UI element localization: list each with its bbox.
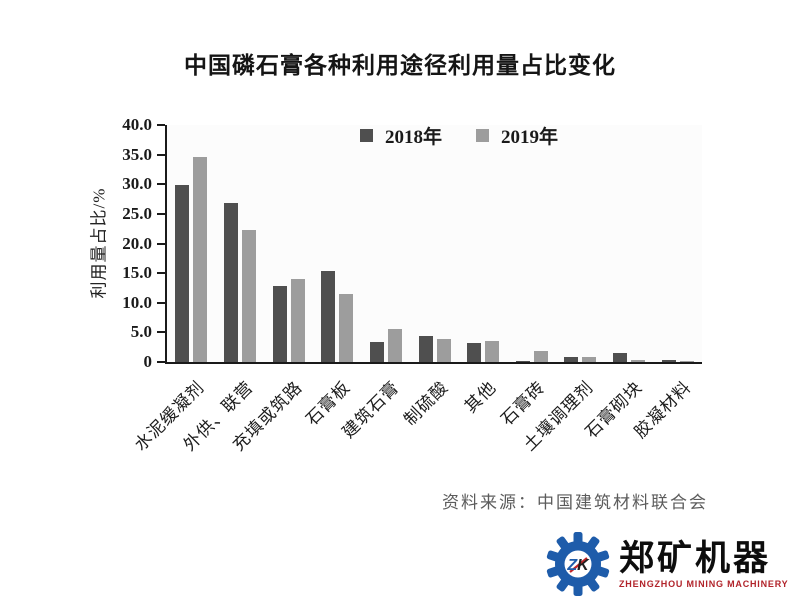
- y-tick-label: 30.0: [122, 174, 152, 194]
- x-axis-labels: 水泥缓凝剂 外供、联营 充填或筑路 石膏板 建筑石膏 制硫酸 其他 石膏砖 土壤调理剂 石膏砌块胶…: [131, 366, 700, 481]
- x-axis-category-label: 制硫酸: [399, 377, 452, 430]
- legend-swatch-2018: [360, 129, 373, 142]
- bar-2018: [613, 353, 628, 362]
- bar-2018: [515, 360, 530, 362]
- y-tick-mark: [157, 361, 165, 363]
- y-tick-mark: [157, 124, 165, 126]
- bar-2019: [436, 338, 451, 362]
- legend-swatch-2019: [476, 129, 490, 142]
- bar-2019: [339, 294, 354, 362]
- bar-2019: [582, 356, 597, 362]
- source-note: 资料来源：中国建筑材料联合会: [442, 493, 708, 512]
- bar-2019: [241, 229, 256, 362]
- bar-2019: [631, 359, 646, 362]
- svg-text:ZK: ZK: [566, 557, 590, 574]
- y-tick-mark: [157, 212, 165, 215]
- y-tick-mark: [157, 272, 165, 275]
- company-name-cn: 郑矿机器: [619, 538, 772, 578]
- bar-2018: [369, 341, 384, 362]
- bar-2019: [679, 361, 694, 362]
- y-tick-label: 5.0: [130, 322, 152, 342]
- bar-2018: [321, 270, 336, 362]
- y-tick-label: 20.0: [122, 233, 152, 253]
- y-tick-label: 40.0: [122, 115, 152, 134]
- company-logo: ZK 郑矿机器 ZHENGZHOU MINING MACHINERY: [546, 532, 788, 596]
- bar-2019: [290, 279, 305, 362]
- y-tick-label: 35.0: [122, 144, 152, 164]
- bar-2018: [467, 343, 482, 362]
- y-tick-mark: [157, 242, 165, 245]
- legend-label-2019: 2019年: [501, 127, 559, 148]
- bar-2019: [485, 340, 500, 362]
- bar-2019: [533, 351, 548, 362]
- y-tick-mark: [157, 301, 165, 304]
- y-tick-label: 0: [143, 352, 153, 371]
- bar-2019: [193, 157, 208, 362]
- y-axis-tick-marks: [157, 124, 165, 363]
- y-tick-label: 10.0: [122, 292, 152, 312]
- gear-logo-icon: ZK: [546, 532, 610, 596]
- bar-2018: [223, 203, 238, 362]
- y-tick-label: 25.0: [122, 203, 152, 223]
- plot-area: 2018年 2019年: [165, 125, 702, 364]
- y-tick-mark: [157, 331, 165, 334]
- legend: 2018年 2019年: [360, 122, 558, 149]
- bar-2018: [272, 286, 287, 362]
- bar-2018: [661, 359, 676, 362]
- chart-title: 中国磷石膏各种利用途径利用量占比变化: [184, 52, 616, 78]
- legend-label-2018: 2018年: [385, 127, 443, 148]
- logo-text-block: 郑矿机器 ZHENGZHOU MINING MACHINERY: [619, 538, 789, 589]
- bar-2018: [564, 356, 579, 362]
- y-tick-mark: [157, 153, 165, 156]
- y-tick-mark: [157, 183, 165, 186]
- bar-2018: [418, 335, 433, 362]
- bar-2018: [175, 185, 190, 362]
- y-axis-tick-labels: 0 5.0 10.0 15.0 20.0 25.0 30.0 35.0 40.0: [98, 116, 152, 371]
- bar-2019: [387, 328, 402, 362]
- y-tick-label: 15.0: [122, 263, 152, 283]
- company-name-en: ZHENGZHOU MINING MACHINERY: [619, 578, 789, 589]
